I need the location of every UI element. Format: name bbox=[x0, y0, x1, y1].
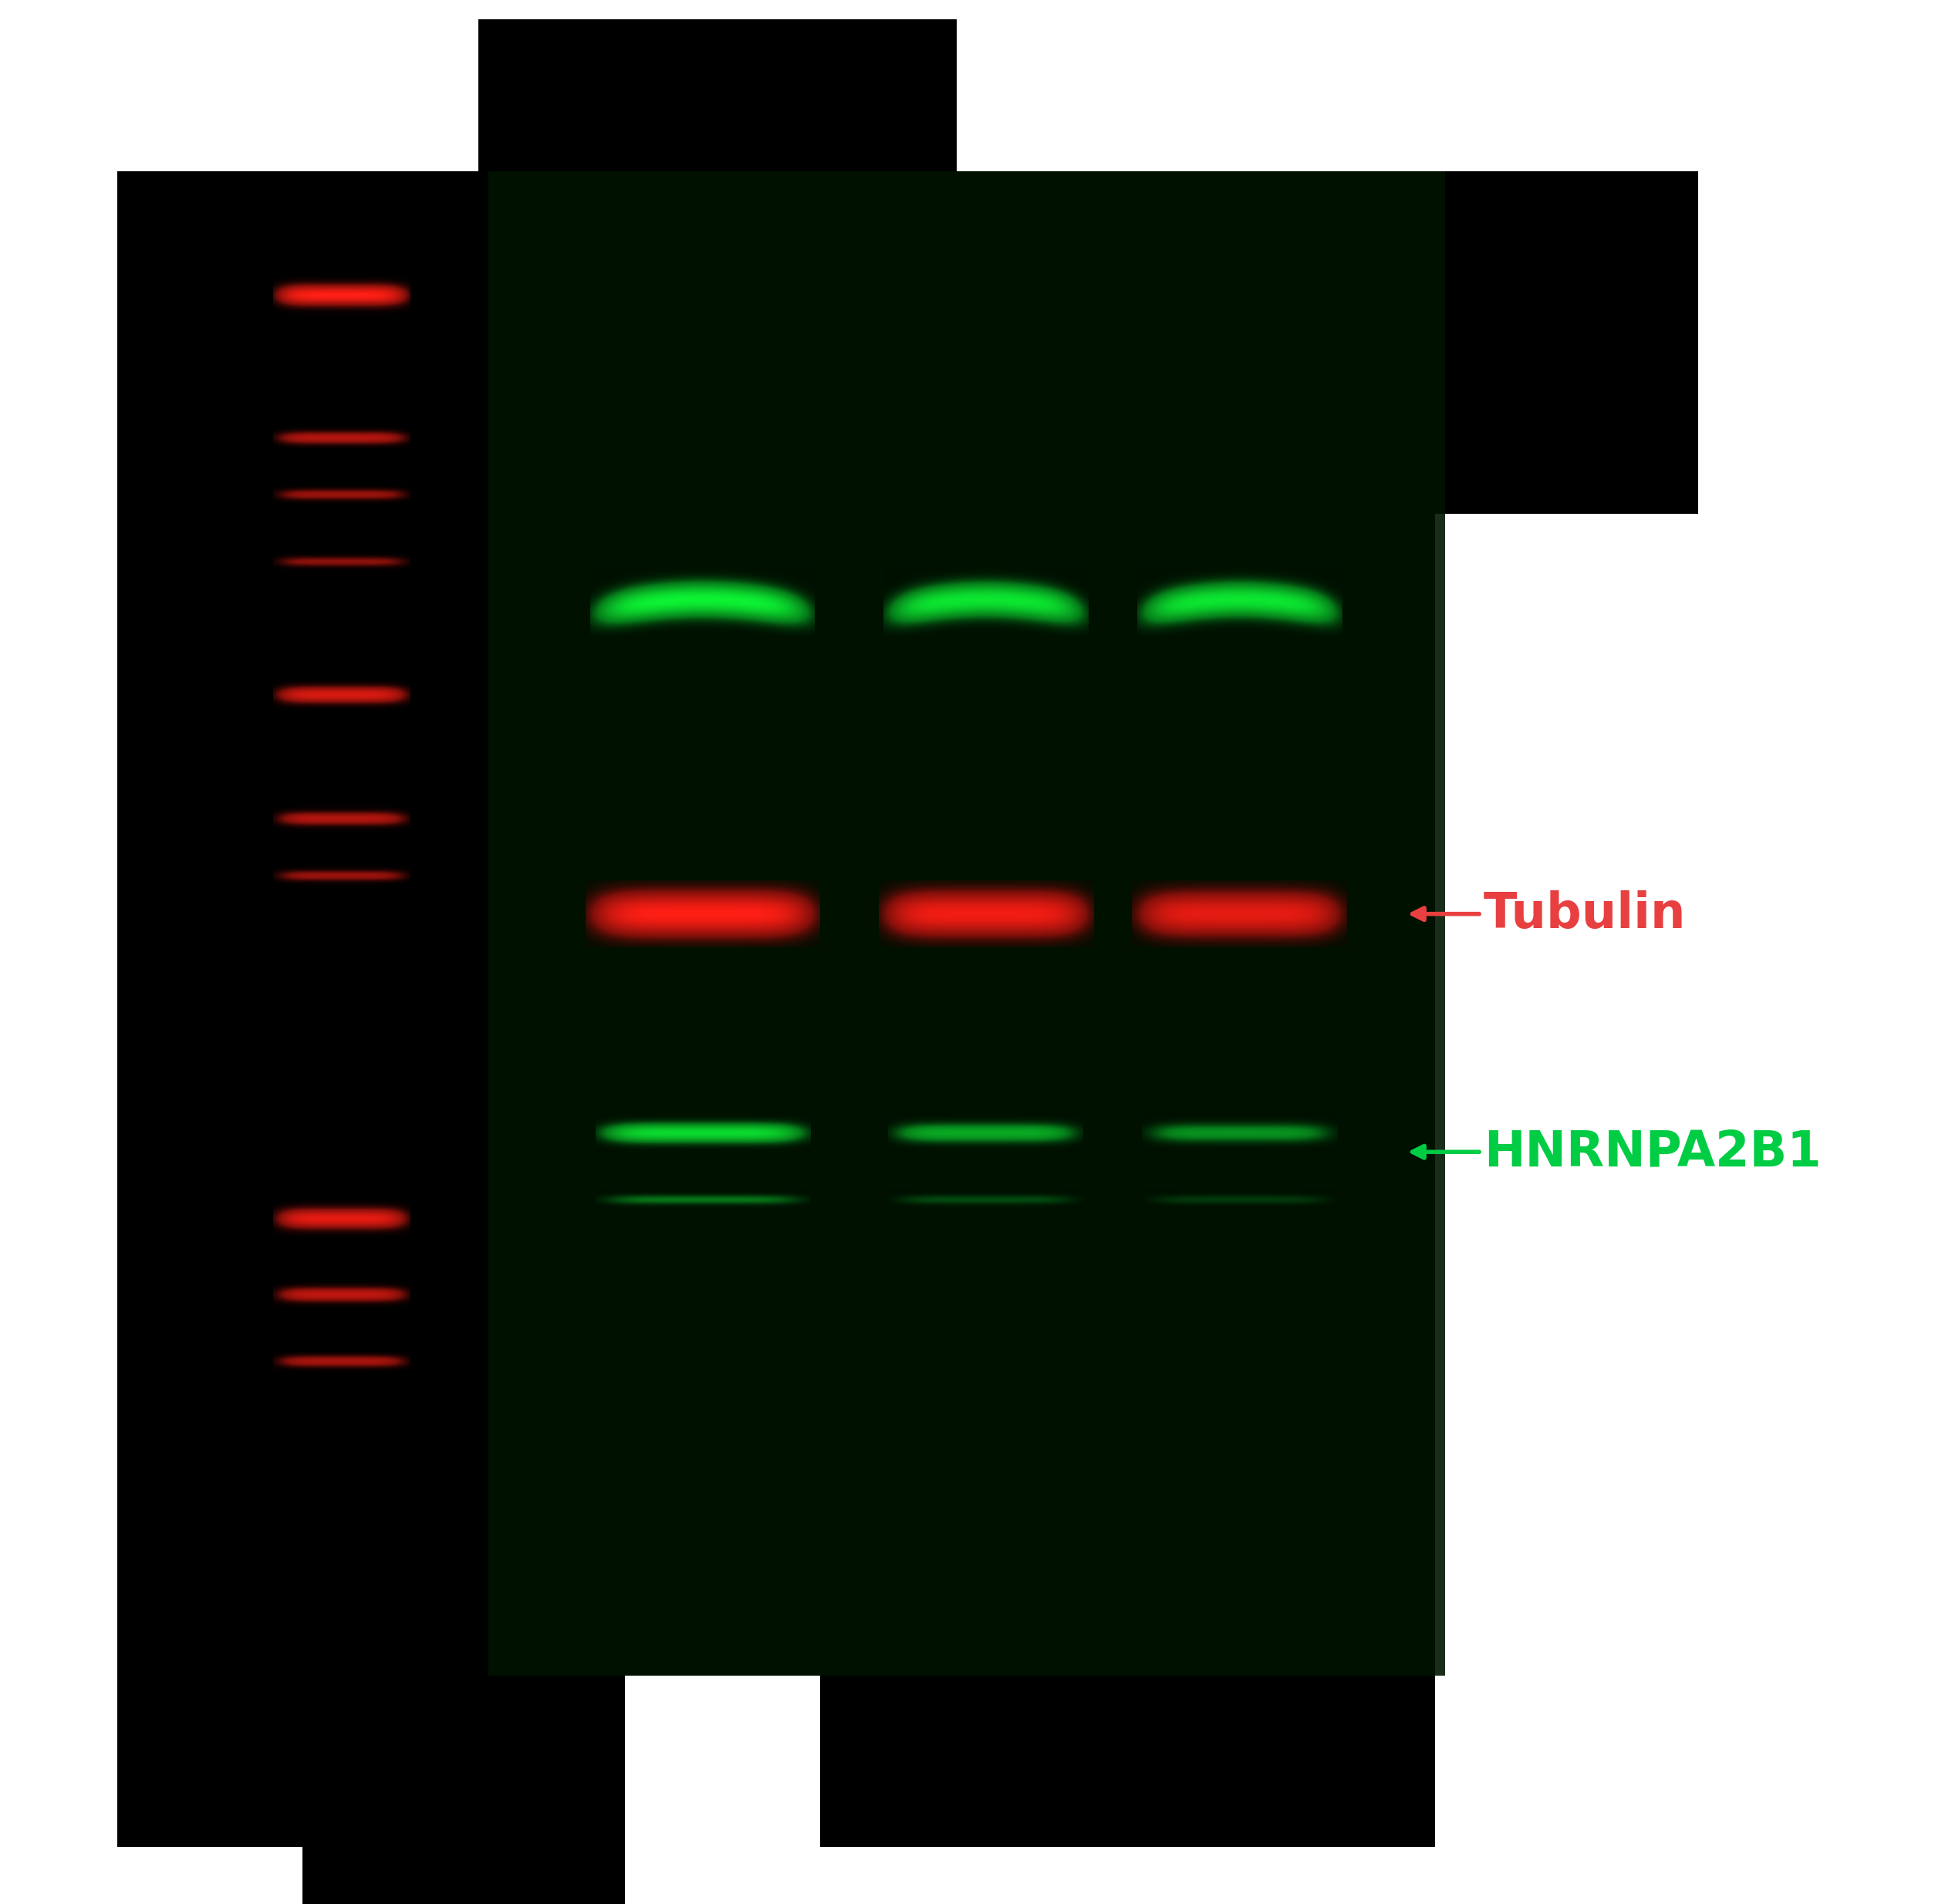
Text: HNRNPA2B1: HNRNPA2B1 bbox=[1413, 1127, 1821, 1177]
Text: Tubulin: Tubulin bbox=[1413, 889, 1687, 939]
Bar bbox=[117, 171, 1435, 1676]
Bar bbox=[117, 1676, 1435, 1847]
Bar bbox=[625, 1676, 820, 1847]
Bar bbox=[303, 1799, 625, 1904]
Bar bbox=[478, 19, 956, 171]
Bar bbox=[1435, 171, 1698, 514]
